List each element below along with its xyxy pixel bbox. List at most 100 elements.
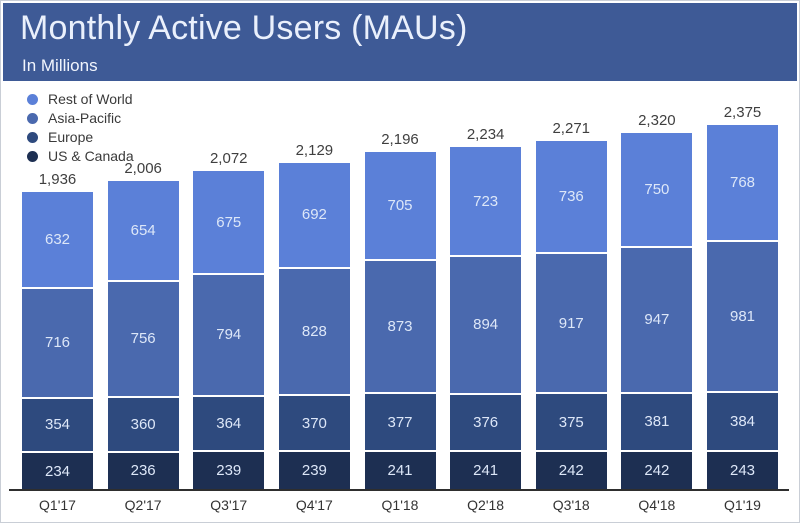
x-axis-line <box>9 489 789 491</box>
segment-us-canada: 241 <box>450 452 522 489</box>
bar-q2-17: 2,006 654 756 360 236 <box>107 160 179 489</box>
segment-value: 736 <box>558 187 584 205</box>
segment-value: 360 <box>130 415 156 433</box>
segment-value: 750 <box>644 181 670 199</box>
x-axis-label-q1-17: Q1'17 <box>39 497 76 513</box>
segment-rest-of-world: 723 <box>450 146 522 258</box>
segment-rest-of-world: 692 <box>278 162 350 269</box>
segment-value: 376 <box>473 413 499 431</box>
segment-value: 354 <box>44 416 71 434</box>
segment-value: 705 <box>387 196 413 214</box>
segment-value: 241 <box>387 462 413 480</box>
segment-us-canada: 243 <box>707 451 778 489</box>
segment-asia-pacific: 981 <box>707 242 778 393</box>
segment-europe: 370 <box>278 395 350 453</box>
segment-us-canada: 239 <box>278 452 350 489</box>
bar-stack: 675 794 364 239 <box>193 171 265 489</box>
x-axis-label-q1-18: Q1'18 <box>381 497 419 513</box>
x-axis-label-q3-17: Q3'17 <box>210 497 248 513</box>
segment-europe: 381 <box>621 393 693 452</box>
segment-us-canada: 234 <box>22 453 93 489</box>
legend: Rest of World Asia-Pacific Europe US & Cana… <box>27 90 134 166</box>
segment-value: 243 <box>729 461 756 479</box>
segment-value: 242 <box>558 461 584 479</box>
bar-total-label: 2,129 <box>295 141 334 159</box>
bar-q1-17: 1,936 632 716 354 234 <box>22 171 93 489</box>
segment-value: 723 <box>473 192 499 210</box>
segment-rest-of-world: 632 <box>22 192 93 290</box>
segment-value: 894 <box>473 316 499 334</box>
segment-value: 370 <box>301 414 327 432</box>
segment-asia-pacific: 947 <box>621 248 693 394</box>
segment-us-canada: 239 <box>193 452 265 489</box>
segment-value: 828 <box>301 322 327 340</box>
x-axis-label-q2-17: Q2'17 <box>124 497 162 513</box>
x-axis-label-q2-18: Q2'18 <box>467 497 505 513</box>
bar-q4-18: 2,320 750 947 381 242 <box>621 112 693 489</box>
segment-us-canada: 241 <box>364 452 436 489</box>
bar-stack: 736 917 375 242 <box>535 141 607 489</box>
segment-europe: 377 <box>364 394 436 453</box>
legend-dot-icon <box>27 132 38 143</box>
legend-dot-icon <box>27 113 38 124</box>
bar-stack: 692 828 370 239 <box>278 162 350 489</box>
bar-q4-17: 2,129 692 828 370 239 <box>278 141 350 489</box>
segment-rest-of-world: 768 <box>707 124 778 243</box>
segment-value: 377 <box>387 413 413 431</box>
segment-value: 242 <box>644 461 670 479</box>
segment-us-canada: 242 <box>621 451 693 489</box>
segment-rest-of-world: 654 <box>107 181 179 282</box>
bar-q1-18: 2,196 705 873 377 241 <box>364 131 436 489</box>
segment-value: 384 <box>729 412 756 430</box>
segment-value: 375 <box>558 413 584 431</box>
segment-asia-pacific: 716 <box>22 289 93 399</box>
segment-europe: 375 <box>535 394 607 452</box>
x-axis-label-q1-19: Q1'19 <box>724 497 761 513</box>
x-axis-label-q4-18: Q4'18 <box>638 497 676 513</box>
bar-stack: 768 981 384 243 <box>707 124 778 489</box>
segment-value: 239 <box>216 462 242 480</box>
segment-rest-of-world: 675 <box>193 171 265 275</box>
chart-subtitle: In Millions <box>22 56 98 75</box>
x-axis-label-q3-18: Q3'18 <box>552 497 590 513</box>
segment-value: 692 <box>301 206 327 224</box>
bar-total-label: 1,936 <box>38 171 77 189</box>
segment-asia-pacific: 828 <box>278 268 350 396</box>
segment-europe: 354 <box>22 398 93 454</box>
segment-rest-of-world: 750 <box>621 133 693 249</box>
segment-value: 364 <box>216 415 242 432</box>
bar-chart: 1,936 632 716 354 234 2,006 654 756 360 236 2,072 6… <box>22 89 778 489</box>
segment-value: 756 <box>130 330 156 348</box>
segment-us-canada: 236 <box>107 452 179 489</box>
bar-stack: 705 873 377 241 <box>364 152 436 489</box>
x-axis-label-q4-17: Q4'17 <box>295 497 333 513</box>
segment-europe: 364 <box>193 396 265 453</box>
segment-asia-pacific: 756 <box>107 281 179 398</box>
segment-value: 917 <box>558 314 584 332</box>
segment-value: 234 <box>44 462 71 480</box>
legend-dot-icon <box>27 94 38 105</box>
segment-value: 236 <box>130 462 156 480</box>
segment-europe: 360 <box>107 397 179 453</box>
segment-europe: 384 <box>707 392 778 452</box>
segment-europe: 376 <box>450 394 522 453</box>
segment-us-canada: 242 <box>535 451 607 489</box>
bar-total-label: 2,006 <box>124 160 162 178</box>
bar-q3-18: 2,271 736 917 375 242 <box>535 120 607 489</box>
segment-value: 716 <box>44 334 71 352</box>
bar-total-label: 2,196 <box>381 131 419 149</box>
legend-label: US & Canada <box>48 148 134 164</box>
segment-asia-pacific: 917 <box>535 253 607 395</box>
segment-rest-of-world: 705 <box>364 152 436 261</box>
segment-asia-pacific: 873 <box>364 260 436 395</box>
segment-value: 794 <box>216 326 242 344</box>
segment-value: 239 <box>301 462 327 480</box>
legend-label: Rest of World <box>48 91 133 107</box>
bar-total-label: 2,271 <box>552 120 591 138</box>
legend-item-rest-of-world: Rest of World <box>27 90 134 109</box>
x-axis-labels: Q1'17 Q2'17 Q3'17 Q4'17 Q1'18 Q2'18 Q3'18 Q4'18… <box>22 497 778 515</box>
segment-rest-of-world: 736 <box>535 141 607 254</box>
segment-value: 768 <box>729 174 756 192</box>
bar-total-label: 2,072 <box>209 150 248 168</box>
